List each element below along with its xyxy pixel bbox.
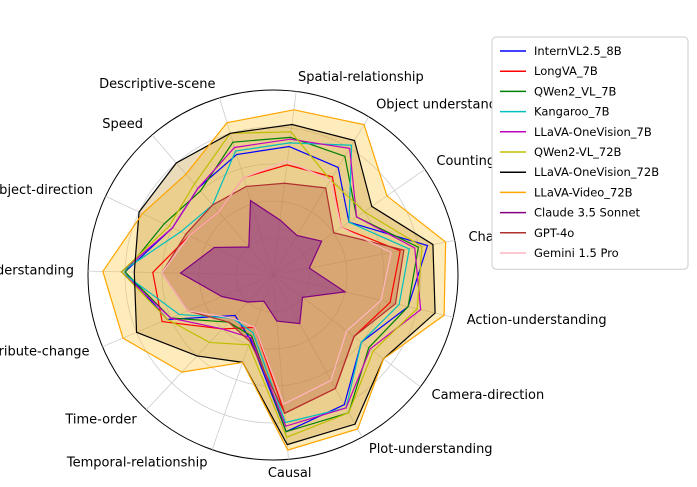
legend-label: LongVA_7B [534,64,598,78]
legend-label: QWen2-VL_72B [534,145,622,159]
radar-series [102,109,447,451]
axis-label: Object understanding [376,97,517,112]
grid-ring [161,163,385,387]
outer-ring [87,89,459,461]
legend-label: QWen2_VL_7B [534,84,617,98]
legend-label: LLaVA-OneVision_72B [534,165,659,179]
legend-label: Kangaroo_7B [534,105,610,119]
axis-label: Spatial-relationship [298,70,424,85]
legend-label: LLaVA-OneVision_7B [534,125,652,139]
series-line-6 [133,123,436,446]
axis-label: Time-order [64,413,137,428]
axis-label: Object-direction [0,183,93,198]
legend-label: InternVL2.5_8B [534,44,622,58]
series-line-7 [102,109,447,451]
axis-label: Action-understanding [467,313,607,328]
legend-label: LLaVA-Video_72B [534,185,633,199]
axis-label: Attribute-change [0,345,90,360]
legend-label: Claude 3.5 Sonnet [534,206,641,220]
axis-label: Causal [268,466,312,481]
axis-label: Camera-direction [432,388,545,403]
axis-label: Plot-understanding [369,442,493,457]
axis-label: Descriptive-scene [99,77,215,92]
series-fill-8 [180,200,346,324]
series-line-5 [120,131,423,439]
legend-box [491,36,689,270]
legend: InternVL2.5_8B LongVA_7B QWen2_VL_7B Kangar… [491,36,689,270]
legend-label: Gemini 1.5 Pro [534,246,619,260]
axis-labels: Spatial-relationship Object understanding… [0,70,631,481]
series-line-10 [161,160,392,405]
axis-label: Speed [102,117,143,132]
axis-label: Temporal-relationship [66,455,208,470]
series-line-8 [179,199,347,325]
axis-label: Counting [436,154,495,169]
legend-label: GPT-4o [534,226,574,240]
axis-label: Scene-understanding [0,263,74,278]
series-line-4 [120,138,422,427]
series-line-3 [120,142,410,424]
